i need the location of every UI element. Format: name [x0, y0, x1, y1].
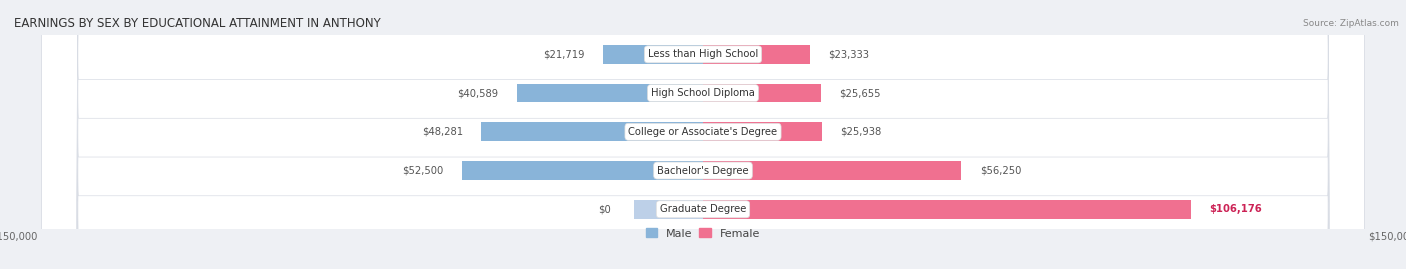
- FancyBboxPatch shape: [42, 0, 1364, 269]
- Text: EARNINGS BY SEX BY EDUCATIONAL ATTAINMENT IN ANTHONY: EARNINGS BY SEX BY EDUCATIONAL ATTAINMEN…: [14, 17, 381, 30]
- Text: Less than High School: Less than High School: [648, 49, 758, 59]
- Text: Source: ZipAtlas.com: Source: ZipAtlas.com: [1303, 19, 1399, 28]
- Text: $25,938: $25,938: [841, 127, 882, 137]
- Bar: [703, 122, 823, 141]
- Text: $56,250: $56,250: [980, 165, 1021, 176]
- Text: College or Associate's Degree: College or Associate's Degree: [628, 127, 778, 137]
- Text: Bachelor's Degree: Bachelor's Degree: [657, 165, 749, 176]
- FancyBboxPatch shape: [42, 0, 1364, 269]
- Text: $0: $0: [599, 204, 612, 214]
- FancyBboxPatch shape: [42, 0, 1364, 269]
- Bar: [461, 161, 703, 180]
- Bar: [703, 45, 810, 64]
- Bar: [481, 122, 703, 141]
- Bar: [703, 84, 821, 102]
- Legend: Male, Female: Male, Female: [647, 228, 759, 239]
- Bar: [703, 200, 1191, 219]
- Text: $48,281: $48,281: [422, 127, 463, 137]
- Bar: [703, 161, 962, 180]
- FancyBboxPatch shape: [42, 0, 1364, 269]
- Bar: [603, 45, 703, 64]
- Text: $52,500: $52,500: [402, 165, 443, 176]
- Text: $40,589: $40,589: [457, 88, 498, 98]
- Text: Graduate Degree: Graduate Degree: [659, 204, 747, 214]
- Bar: [634, 200, 703, 219]
- Text: $21,719: $21,719: [543, 49, 585, 59]
- Text: $23,333: $23,333: [828, 49, 869, 59]
- Bar: [516, 84, 703, 102]
- Text: $25,655: $25,655: [839, 88, 880, 98]
- Text: $106,176: $106,176: [1209, 204, 1261, 214]
- FancyBboxPatch shape: [42, 0, 1364, 269]
- Text: High School Diploma: High School Diploma: [651, 88, 755, 98]
